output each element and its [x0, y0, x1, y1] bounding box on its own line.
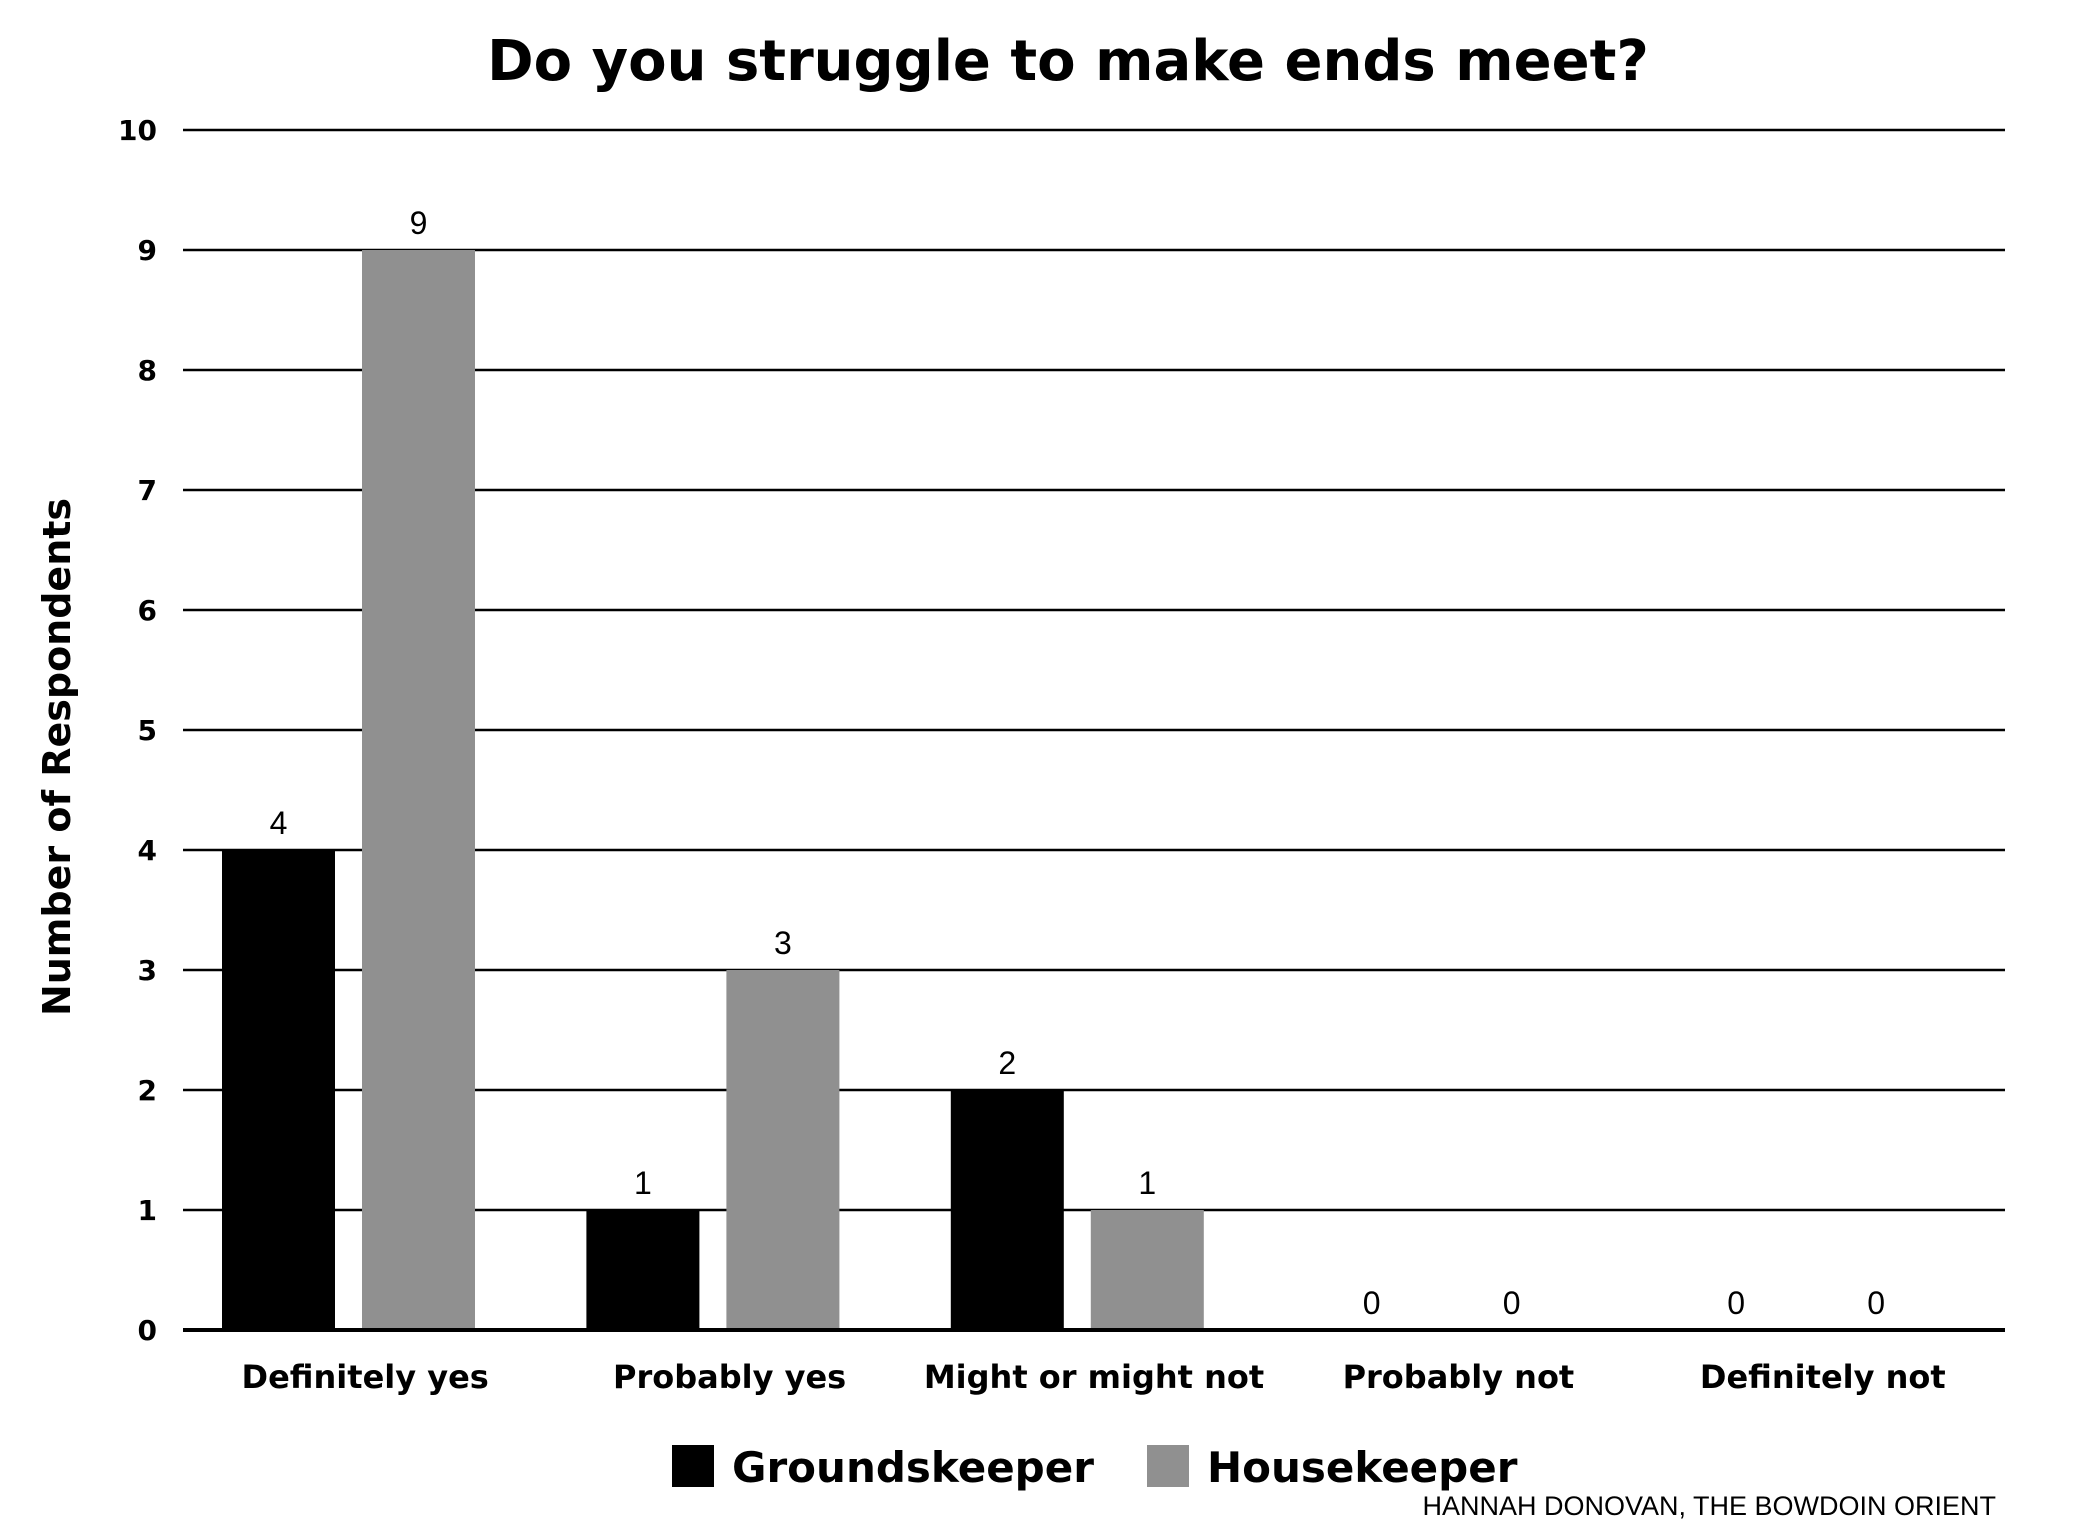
credit-line: HANNAH DONOVAN, THE BOWDOIN ORIENT: [1422, 1491, 1996, 1521]
y-axis: 0 1 2 3 4 5 6 7 8 9 10: [118, 114, 157, 1347]
x-tick-label: Probably not: [1343, 1358, 1575, 1396]
y-tick-label: 8: [138, 354, 157, 387]
x-tick-label: Definitely not: [1700, 1358, 1946, 1396]
legend-swatch-groundskeeper: [672, 1445, 714, 1487]
x-tick-label: Definitely yes: [242, 1358, 489, 1396]
y-tick-label: 10: [118, 114, 157, 147]
data-label: 0: [1503, 1285, 1521, 1321]
x-tick-label: Might or might not: [924, 1358, 1264, 1396]
legend-swatch-housekeeper: [1147, 1445, 1189, 1487]
data-label: 2: [998, 1045, 1016, 1081]
y-tick-label: 2: [138, 1074, 157, 1107]
bars: [222, 250, 1204, 1330]
legend-label-groundskeeper: Groundskeeper: [732, 1443, 1094, 1492]
bar-groundskeeper: [950, 1090, 1064, 1330]
legend-label-housekeeper: Housekeeper: [1207, 1443, 1518, 1492]
y-tick-label: 4: [138, 834, 157, 867]
y-tick-label: 0: [138, 1314, 157, 1347]
chart-title: Do you struggle to make ends meet?: [487, 29, 1649, 94]
y-tick-label: 9: [138, 234, 157, 267]
gridlines: [183, 128, 2005, 1212]
bar-groundskeeper: [222, 850, 335, 1330]
x-tick-label: Probably yes: [613, 1358, 846, 1396]
y-tick-label: 1: [138, 1194, 157, 1227]
data-label: 4: [270, 805, 288, 841]
bar-housekeeper: [726, 970, 840, 1330]
x-axis: Definitely yes Probably yes Might or might…: [183, 1328, 2005, 1396]
y-tick-label: 7: [138, 474, 157, 507]
data-label: 0: [1727, 1285, 1745, 1321]
legend: Groundskeeper Housekeeper: [672, 1443, 1518, 1492]
y-tick-label: 6: [138, 594, 157, 627]
data-label: 3: [774, 925, 792, 961]
data-labels: 4 9 1 3 2 1 0 0 0 0: [270, 205, 1885, 1321]
bar-housekeeper: [1090, 1210, 1204, 1330]
data-label: 9: [410, 205, 428, 241]
y-axis-label: Number of Respondents: [35, 498, 79, 1016]
data-label: 1: [1138, 1165, 1156, 1201]
y-tick-label: 3: [138, 954, 157, 987]
y-tick-label: 5: [138, 714, 157, 747]
data-label: 1: [634, 1165, 652, 1201]
data-label: 0: [1363, 1285, 1381, 1321]
bar-groundskeeper: [586, 1210, 700, 1330]
bar-housekeeper: [362, 250, 475, 1330]
data-label: 0: [1867, 1285, 1885, 1321]
